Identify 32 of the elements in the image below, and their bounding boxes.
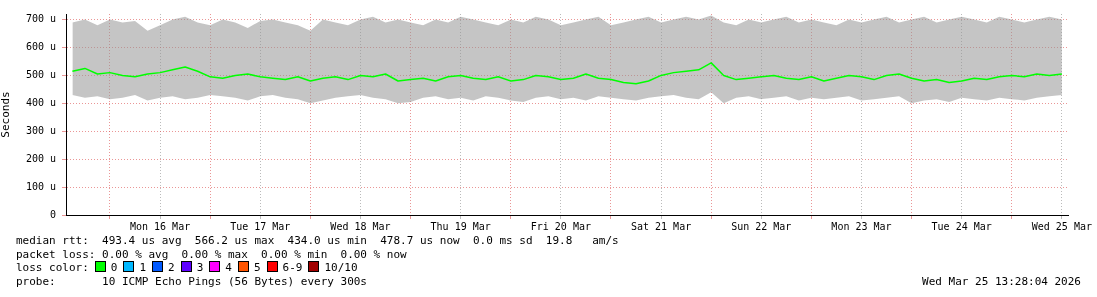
x-tick-label: Fri 20 Mar xyxy=(530,220,591,232)
legend-label: 3 xyxy=(196,261,204,275)
text: Wed Mar 25 13:28:04 2026 xyxy=(922,274,1081,289)
y-tick-label: 300 u xyxy=(25,124,56,136)
legend-label: 2 xyxy=(168,261,175,275)
x-tick-label: Wed 18 Mar xyxy=(330,220,391,232)
y-tick-label: 200 u xyxy=(25,152,56,164)
text: probe: 10 ICMP Echo Pings (56 Bytes) every 300s xyxy=(16,274,367,289)
y-tick-label: 0 xyxy=(49,208,56,220)
y-tick-label: 100 u xyxy=(25,180,56,192)
text: packet loss: 0.00 % avg 0.00 % max 0.00 % min 0.00 % now xyxy=(16,247,408,262)
legend-label: 5 xyxy=(253,261,261,275)
x-tick-label: Sat 21 Mar xyxy=(630,220,692,232)
y-tick-label: 400 u xyxy=(25,96,56,108)
y-tick-label: 600 u xyxy=(25,41,56,53)
text: median rtt: 493.4 us avg 566.2 us max 434.0 us min 478.7 us now 0.0 ms sd 19.8 am/s xyxy=(16,234,620,248)
legend-label: 10/10 xyxy=(324,261,358,275)
legend-label: 4 xyxy=(225,261,232,275)
y-tick-label: 500 u xyxy=(25,69,56,81)
legend-label: 6-9 xyxy=(282,261,303,275)
legend-title: loss color: xyxy=(16,261,89,275)
y-axis-title: Seconds xyxy=(0,91,13,138)
x-tick-label: Wed 25 Mar xyxy=(1031,220,1092,232)
x-tick-label: Thu 19 Mar xyxy=(430,220,491,232)
x-tick-label: Tue 24 Mar xyxy=(931,220,992,232)
x-tick-label: Mon 16 Mar xyxy=(129,220,191,232)
x-tick-label: Mon 23 Mar xyxy=(831,220,892,232)
y-tick-label: 700 u xyxy=(25,13,56,25)
x-tick-label: Tue 17 Mar xyxy=(230,220,291,232)
x-tick-label: Sun 22 Mar xyxy=(731,220,792,232)
legend-label: 1 xyxy=(139,261,147,275)
legend-label: 0 xyxy=(110,261,118,275)
